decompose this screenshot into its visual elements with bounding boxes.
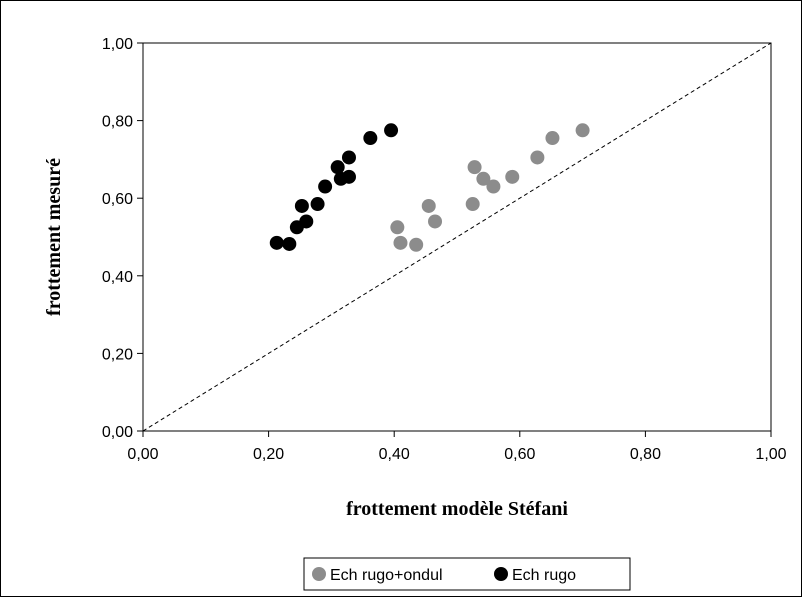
data-point-ech-rugo — [295, 199, 309, 213]
data-point-ech-rugo-ondul — [486, 180, 500, 194]
data-point-ech-rugo-ondul — [466, 197, 480, 211]
reference-line — [143, 43, 771, 431]
data-point-ech-rugo — [299, 214, 313, 228]
data-point-ech-rugo — [318, 180, 332, 194]
x-tick-label: 0,00 — [127, 446, 158, 463]
legend-marker-ech-rugo-ondul — [312, 567, 326, 581]
data-point-ech-rugo-ondul — [428, 214, 442, 228]
legend-marker-ech-rugo — [494, 567, 508, 581]
data-point-ech-rugo — [363, 131, 377, 145]
x-tick-label: 0,80 — [630, 446, 661, 463]
data-point-ech-rugo-ondul — [468, 160, 482, 174]
legend-label-ech-rugo: Ech rugo — [512, 567, 576, 584]
data-point-ech-rugo — [270, 236, 284, 250]
data-point-ech-rugo-ondul — [530, 150, 544, 164]
legend: Ech rugo+ondul Ech rugo — [304, 558, 630, 590]
data-point-ech-rugo-ondul — [422, 199, 436, 213]
legend-label-ech-rugo-ondul: Ech rugo+ondul — [330, 567, 443, 584]
data-point-ech-rugo-ondul — [390, 220, 404, 234]
x-axis-title: frottement modèle Stéfani — [346, 498, 568, 520]
y-tick-label: 1,00 — [102, 36, 133, 53]
y-axis-title: frottement mesuré — [43, 158, 65, 316]
x-tick-label: 0,20 — [253, 446, 284, 463]
data-point-ech-rugo — [282, 237, 296, 251]
y-tick-label: 0,20 — [102, 346, 133, 363]
x-tick-label: 0,40 — [379, 446, 410, 463]
data-point-ech-rugo — [384, 123, 398, 137]
data-point-ech-rugo-ondul — [393, 236, 407, 250]
data-point-ech-rugo — [342, 150, 356, 164]
y-tick-label: 0,00 — [102, 424, 133, 441]
data-point-ech-rugo-ondul — [409, 238, 423, 252]
data-point-ech-rugo-ondul — [545, 131, 559, 145]
x-tick-label: 1,00 — [755, 446, 786, 463]
y-tick-label: 0,80 — [102, 114, 133, 131]
y-tick-label: 0,60 — [102, 191, 133, 208]
data-point-ech-rugo — [342, 170, 356, 184]
y-tick-label: 0,40 — [102, 269, 133, 286]
data-point-ech-rugo-ondul — [576, 123, 590, 137]
data-point-ech-rugo — [311, 197, 325, 211]
x-tick-label: 0,60 — [504, 446, 535, 463]
data-point-ech-rugo-ondul — [505, 170, 519, 184]
